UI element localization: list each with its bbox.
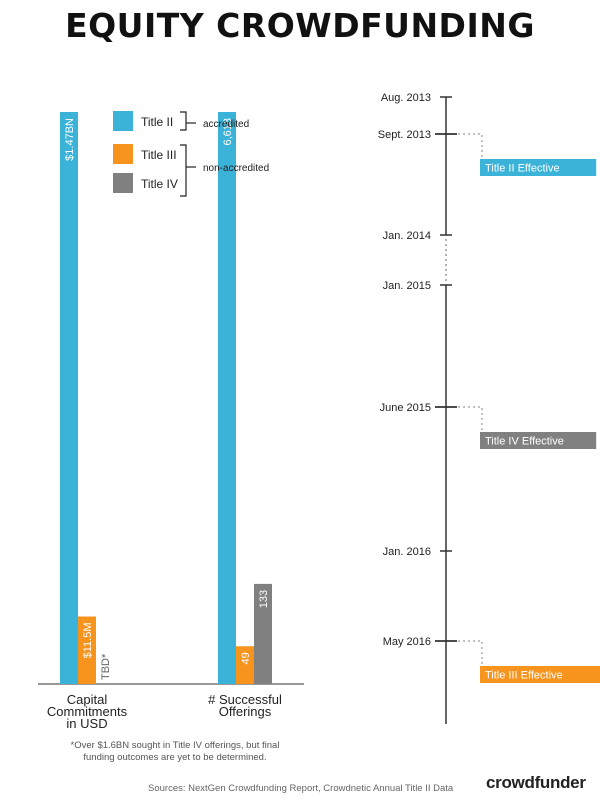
- timeline-tick-label: June 2015: [380, 402, 431, 414]
- legend-bracket: [180, 111, 187, 131]
- bar-title-ii: [218, 112, 236, 684]
- bar-value-label: TBD*: [100, 653, 112, 680]
- category-label: Commitments: [47, 704, 128, 719]
- crowdfunder-logo: crowdfunder: [486, 773, 586, 793]
- timeline-tick-label: Jan. 2015: [383, 280, 431, 292]
- legend-label: Title III: [141, 148, 177, 162]
- bar-value-label: 133: [258, 590, 270, 608]
- bar-value-label: $1.47BN: [64, 118, 76, 161]
- event-badge: [480, 159, 597, 176]
- timeline-tick-label: Aug. 2013: [381, 92, 431, 104]
- category-label: Offerings: [219, 704, 272, 719]
- event-label: Title III Effective: [485, 670, 563, 682]
- bar-title-ii: [60, 112, 78, 684]
- bar-title-iv: [254, 583, 272, 684]
- legend-swatch: [113, 173, 133, 193]
- legend-swatch: [113, 144, 133, 164]
- brand-part: crowd: [486, 773, 535, 792]
- sources-note: Sources: NextGen Crowdfunding Report, Cr…: [148, 783, 454, 794]
- footnote: *Over $1.6BN sought in Title IV offering…: [40, 740, 310, 764]
- timeline-tick-label: Jan. 2014: [383, 230, 431, 242]
- timeline-tick-label: Sept. 2013: [378, 129, 431, 141]
- legend-group-label: non-accredited: [203, 163, 269, 174]
- event-badge: [480, 666, 600, 683]
- event-badge: [480, 432, 597, 449]
- bar-value-label: $11.5M: [82, 623, 94, 659]
- footnote-line: funding outcomes are yet to be determine…: [83, 752, 267, 763]
- category-label: Capital: [67, 692, 108, 707]
- footnote-line: *Over $1.6BN sought in Title IV offering…: [70, 740, 280, 751]
- event-connector: [458, 406, 483, 432]
- legend-label: Title IV: [141, 177, 178, 191]
- legend-swatch: [113, 111, 133, 131]
- bar-title-iii: [236, 646, 254, 684]
- legend-group-label: accredited: [203, 119, 249, 130]
- page-title: EQUITY CROWDFUNDING: [65, 6, 535, 45]
- event-label: Title IV Effective: [485, 436, 564, 448]
- event-connector: [458, 640, 483, 666]
- legend-label: Title II: [141, 115, 173, 129]
- brand-part: funder: [534, 773, 586, 792]
- event-label: Title II Effective: [485, 163, 560, 175]
- bar-value-label: 6,613: [222, 118, 234, 146]
- timeline-tick-label: May 2016: [383, 636, 431, 648]
- legend: Title II Title III Title IV accredited non-a…: [113, 111, 269, 197]
- timeline: Aug. 2013 Sept. 2013 Jan. 2014 Jan. 2015 Jun…: [378, 92, 600, 724]
- bar-value-label: 49: [240, 652, 252, 664]
- category-label: in USD: [66, 716, 107, 731]
- event-connector: [458, 133, 483, 159]
- bar-title-iii: [78, 616, 96, 684]
- timeline-tick-label: Jan. 2016: [383, 546, 431, 558]
- legend-bracket: [180, 144, 187, 197]
- category-label: # Successful: [208, 692, 282, 707]
